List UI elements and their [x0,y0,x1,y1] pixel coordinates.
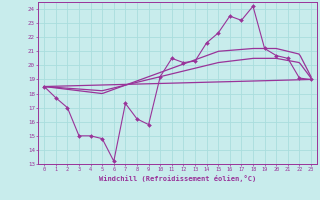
X-axis label: Windchill (Refroidissement éolien,°C): Windchill (Refroidissement éolien,°C) [99,175,256,182]
